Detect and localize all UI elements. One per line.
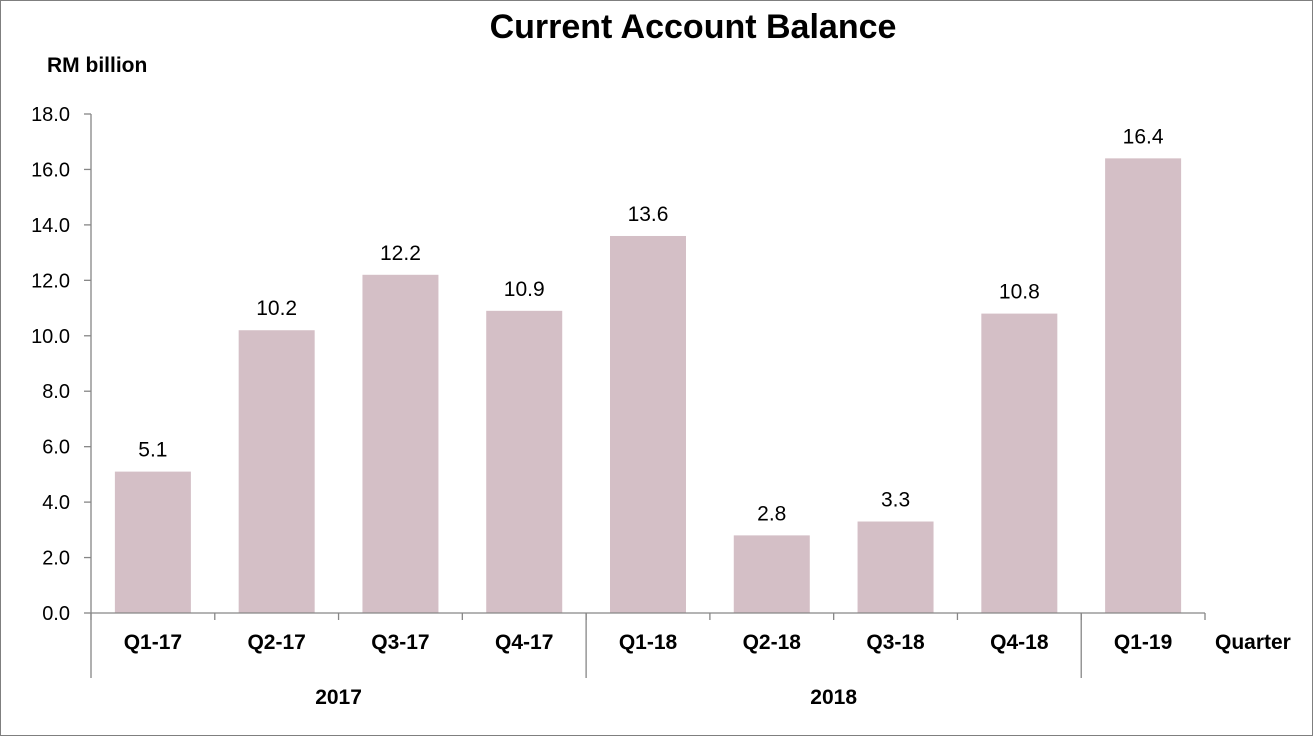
data-label-q1-17: 5.1	[138, 439, 167, 462]
group-label-2018: 2018	[810, 686, 857, 709]
x-category-label: Q3-18	[866, 631, 925, 654]
x-axis-title: Quarter	[1215, 631, 1291, 654]
chart-title: Current Account Balance	[490, 8, 897, 46]
y-tick-label: 14.0	[31, 215, 70, 237]
x-category-label: Q3-17	[371, 631, 429, 654]
data-label-q4-18: 10.8	[999, 281, 1040, 304]
y-axis-unit-label: RM billion	[47, 54, 147, 77]
bar-q4-17	[486, 310, 563, 613]
data-label-q2-17: 10.2	[256, 297, 297, 320]
x-category-label: Q4-18	[990, 631, 1049, 654]
data-labels: 5.1 10.2 12.2 10.9 13.6 2.8 3.3 10.8 16.4	[138, 125, 1164, 525]
data-label-q3-18: 3.3	[881, 489, 910, 512]
y-tick-label: 16.0	[31, 159, 70, 181]
data-label-q4-17: 10.9	[504, 278, 545, 301]
data-label-q1-18: 13.6	[628, 203, 669, 226]
x-axis: Q1-17 Q2-17 Q3-17 Q4-17 Q1-18 Q2-18 Q3-18 Q4-18…	[90, 612, 1206, 678]
year-group-labels: 2017 2018	[315, 686, 857, 709]
data-label-q1-19: 16.4	[1123, 125, 1164, 148]
bar-q2-17	[238, 330, 315, 613]
bar-series	[114, 158, 1182, 613]
y-tick-label: 6.0	[42, 437, 70, 459]
bar-q4-18	[981, 313, 1058, 613]
bar-q3-17	[362, 274, 439, 613]
x-category-label: Q4-17	[495, 631, 553, 654]
y-axis: 0.0 2.0 4.0 6.0 8.0 10.0 12.0 14.0 16.0 18.0	[31, 104, 92, 625]
y-tick-label: 4.0	[42, 492, 70, 514]
y-tick-label: 10.0	[31, 326, 70, 348]
x-category-label: Q1-17	[124, 631, 182, 654]
x-category-label: Q2-18	[743, 631, 802, 654]
y-tick-label: 0.0	[42, 603, 70, 625]
data-label-q2-18: 2.8	[757, 502, 786, 525]
x-category-label: Q1-18	[619, 631, 678, 654]
bar-q2-18	[733, 535, 810, 613]
bar-q1-19	[1105, 158, 1182, 613]
group-label-2017: 2017	[315, 686, 362, 709]
bar-q3-18	[857, 521, 934, 613]
y-tick-label: 2.0	[42, 548, 70, 570]
y-tick-label: 8.0	[42, 381, 70, 403]
bar-q1-17	[114, 471, 191, 613]
x-category-label: Q2-17	[247, 631, 305, 654]
data-label-q3-17: 12.2	[380, 242, 421, 265]
y-tick-label: 12.0	[31, 270, 70, 292]
y-tick-label: 18.0	[31, 104, 70, 126]
bar-q1-18	[610, 235, 686, 613]
x-category-label: Q1-19	[1114, 631, 1172, 654]
